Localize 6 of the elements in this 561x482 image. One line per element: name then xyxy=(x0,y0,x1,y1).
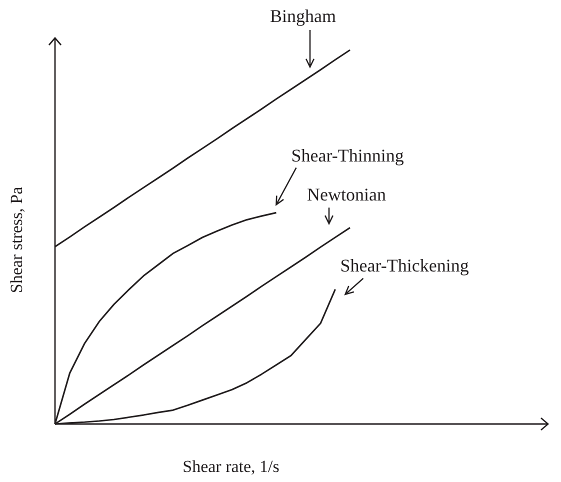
text: Shear-Thinning xyxy=(291,146,404,166)
y-axis-title: Shear stress, Pa xyxy=(7,186,26,294)
legend-label: Newtonian xyxy=(307,184,386,205)
x-axis-title: Shear rate, 1/s xyxy=(182,457,280,476)
series-label: Shear-Thickening xyxy=(340,255,469,276)
series-label: Bingham xyxy=(270,6,336,26)
